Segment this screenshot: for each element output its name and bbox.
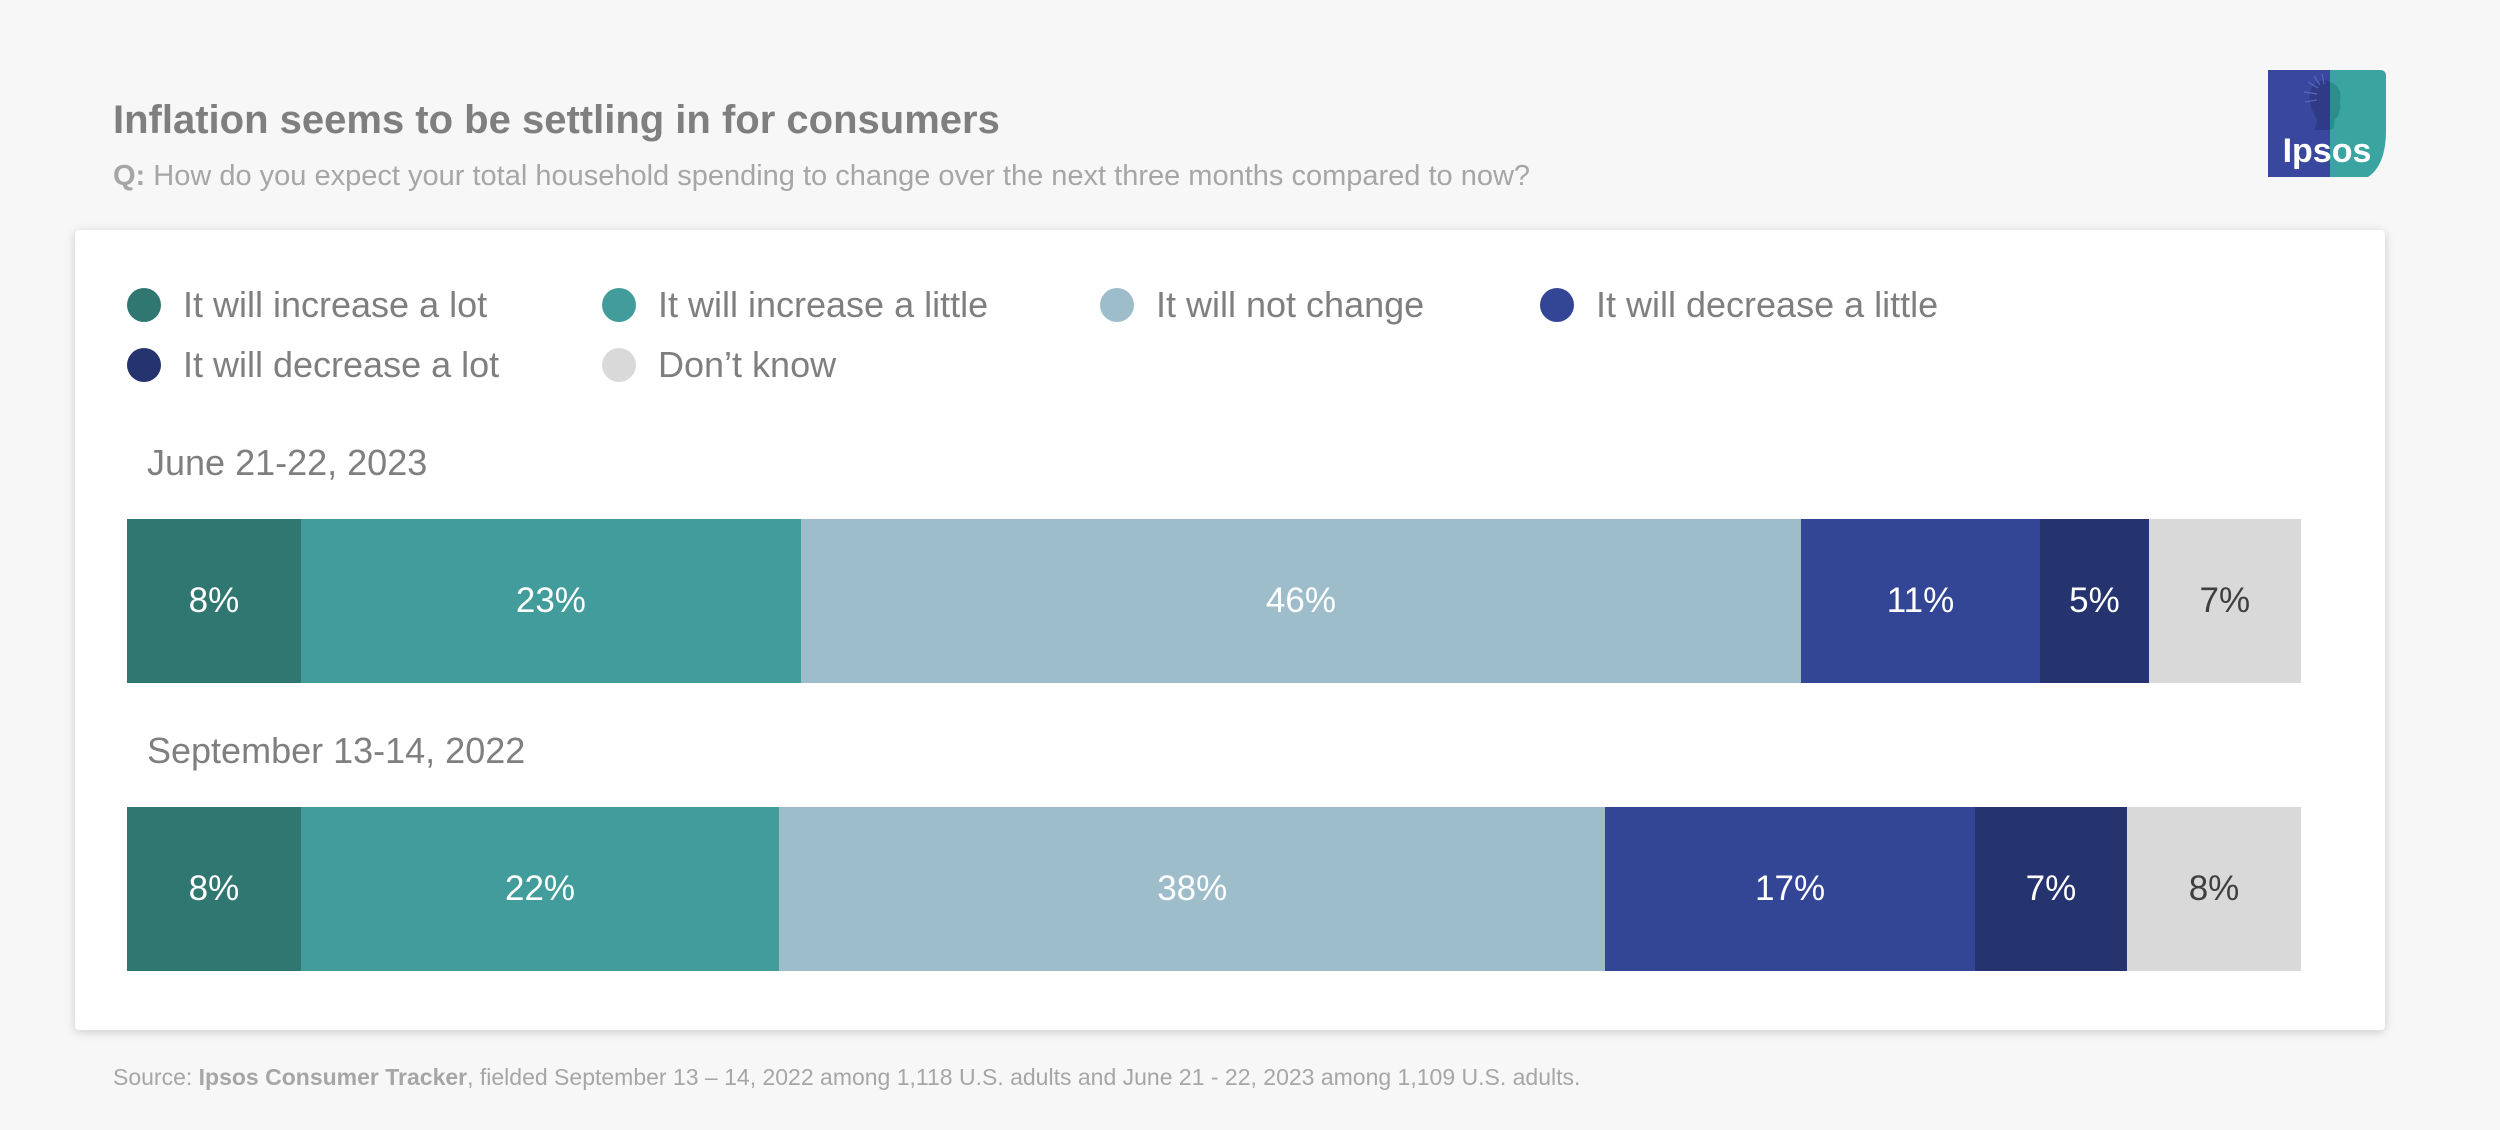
legend-item: It will decrease a little (1540, 284, 1938, 326)
legend-item: It will decrease a lot (127, 344, 499, 386)
logo-hair-lines (2303, 73, 2325, 103)
data-label: 38% (1157, 869, 1228, 908)
chart-card: It will increase a lot It will increase a… (75, 230, 2385, 1030)
bar-segment: 23% (300, 519, 801, 683)
legend-swatch (1100, 288, 1134, 322)
question-prefix: Q: (113, 160, 146, 192)
stacked-bar: 8% 22% 38% 17% 7% 8% (127, 807, 2301, 971)
bar-segment: 7% (2148, 519, 2301, 683)
data-label: 22% (505, 869, 576, 908)
logo-text: Ipsos (2283, 132, 2372, 170)
logo-face-profile (2330, 82, 2341, 130)
bar-segment: 7% (1974, 807, 2128, 971)
bar-segment: 8% (127, 519, 301, 683)
data-label: 7% (2199, 581, 2251, 620)
legend-swatch (127, 348, 161, 382)
logo-head-silhouette (2309, 80, 2330, 130)
bar-segment: 38% (779, 807, 1606, 971)
bar-segment: 11% (1800, 519, 2041, 683)
data-label: 8% (188, 581, 240, 620)
data-label: 7% (2025, 869, 2077, 908)
ipsos-logo: Ipsos (2268, 70, 2386, 177)
data-label: 46% (1265, 581, 1336, 620)
legend-label: It will not change (1156, 284, 1425, 325)
legend-item: It will not change (1100, 284, 1424, 326)
source-note: Source: Ipsos Consumer Tracker, fielded … (113, 1064, 1580, 1091)
bar-segment: 46% (800, 519, 1801, 683)
bar-segment: 8% (2127, 807, 2301, 971)
category-label: September 13-14, 2022 (147, 730, 526, 771)
legend-swatch (1540, 288, 1574, 322)
legend-label: It will decrease a little (1596, 284, 1939, 325)
source-text: , fielded September 13 – 14, 2022 among … (467, 1064, 1581, 1090)
legend-swatch (602, 348, 636, 382)
legend-item: It will increase a little (602, 284, 988, 326)
legend-item: It will increase a lot (127, 284, 487, 326)
data-label: 17% (1755, 869, 1826, 908)
legend-swatch (602, 288, 636, 322)
legend-label: Don’t know (658, 344, 837, 385)
bar-segment: 22% (300, 807, 780, 971)
data-label: 11% (1886, 581, 1955, 620)
source-name: Ipsos Consumer Tracker (198, 1064, 468, 1090)
bar-segment: 5% (2040, 519, 2149, 683)
legend-label: It will decrease a lot (183, 344, 500, 385)
source-prefix: Source: (113, 1064, 193, 1090)
bar-segment: 17% (1605, 807, 1975, 971)
stacked-bar: 8% 23% 46% 11% 5% 7% (127, 519, 2301, 683)
data-label: 8% (188, 869, 240, 908)
data-label: 8% (2188, 869, 2240, 908)
chart-title: Inflation seems to be settling in for co… (113, 98, 1000, 142)
legend-label: It will increase a little (658, 284, 989, 325)
legend-label: It will increase a lot (183, 284, 488, 325)
data-label: 5% (2069, 581, 2120, 620)
data-label: 23% (515, 581, 586, 620)
survey-question: Q: How do you expect your total househol… (113, 160, 1530, 193)
logo-right-panel (2330, 70, 2386, 177)
bar-segment: 8% (127, 807, 301, 971)
legend-item: Don’t know (602, 344, 836, 386)
chart-legend: It will increase a lot It will increase a… (75, 230, 2385, 430)
legend-swatch (127, 288, 161, 322)
category-label: June 21-22, 2023 (147, 442, 428, 483)
question-text: How do you expect your total household s… (153, 160, 1531, 192)
